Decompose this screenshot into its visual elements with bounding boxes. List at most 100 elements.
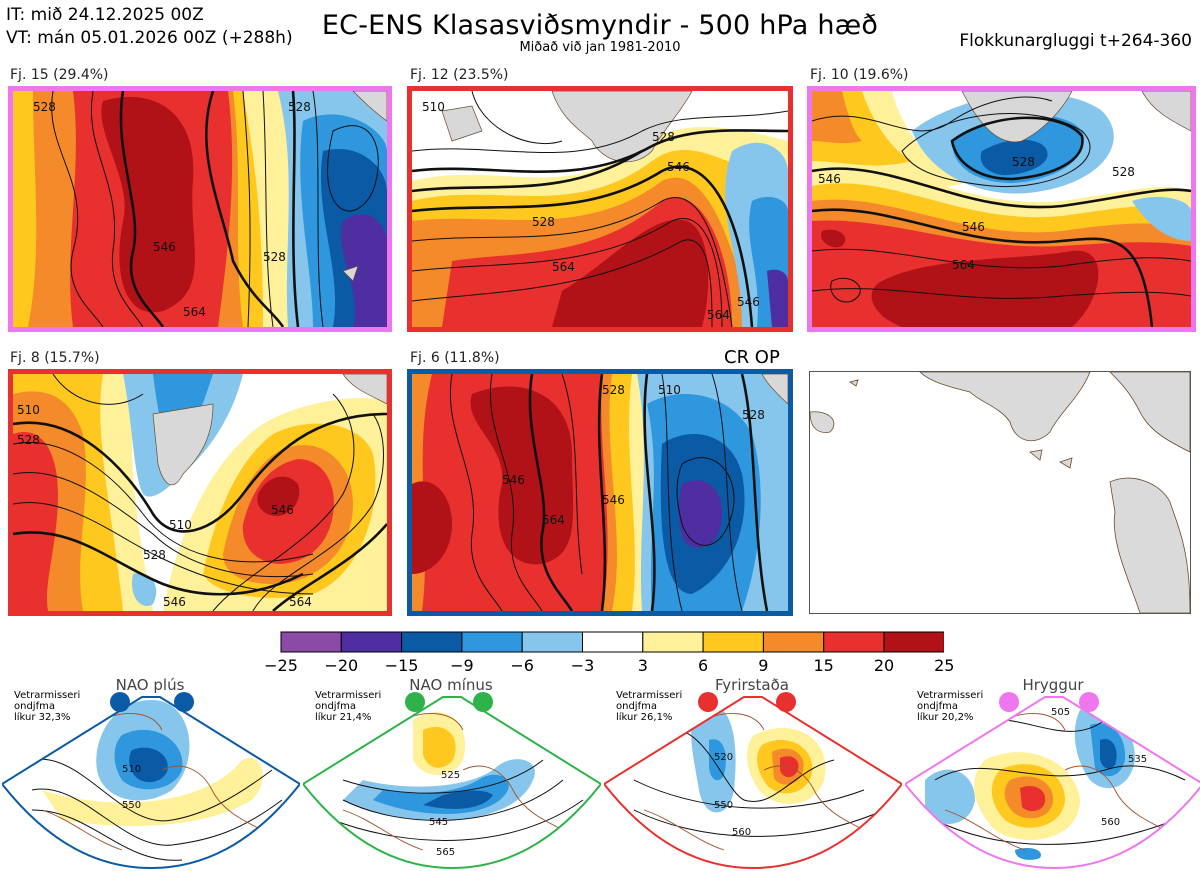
contour-label: 528 — [143, 548, 166, 562]
regime-info-line: Vetrarmisseri — [14, 690, 81, 701]
regime-name: Fyrirstaða — [715, 676, 789, 694]
regime-contour-label: 520 — [714, 752, 733, 763]
colorbar-tick-label: 15 — [813, 656, 834, 675]
regime-map: 510 550 — [2, 692, 300, 870]
regime-info-line: líkur 21,4% — [315, 712, 372, 723]
valid-time: VT: mán 05.01.2026 00Z (+288h) — [6, 28, 293, 48]
regime-contour-label: 560 — [732, 827, 751, 838]
colorbar-tick-label: −6 — [510, 656, 534, 675]
regime-panel: 510 550 NAO plús Vetrarmisseri ondjfma líkur … — [2, 676, 300, 870]
contour-label: 546 — [818, 172, 841, 186]
panel-label-4: Fj. 8 (15.7%) — [10, 350, 100, 366]
contour-label: 528 — [1112, 165, 1135, 179]
cluster-map-4: 510 528 510 528 546 546 564 — [8, 369, 392, 616]
colorbar-swatch — [702, 631, 764, 653]
regime-map: 520 550 560 — [604, 692, 902, 870]
regime-info-line: ondjfma — [616, 701, 657, 712]
colorbar-tick-label: −9 — [450, 656, 474, 675]
colorbar-swatch — [642, 631, 704, 653]
regime-contour-label: 510 — [122, 764, 141, 775]
colorbar-tick-label: −20 — [324, 656, 359, 675]
colorbar-tick-label: 25 — [934, 656, 955, 675]
contour-label: 510 — [422, 100, 445, 114]
regime-name: Hryggur — [1022, 676, 1084, 694]
colorbar-swatches — [280, 631, 945, 653]
regime-name: NAO mínus — [409, 676, 493, 694]
contour-label: 528 — [652, 130, 675, 144]
contour-label: 546 — [962, 220, 985, 234]
panel-label-3: Fj. 10 (19.6%) — [810, 67, 909, 83]
page-subtitle: Miðað við jan 1981-2010 — [519, 40, 681, 55]
regime-contour-label: 550 — [122, 800, 141, 811]
regime-info-line: Vetrarmisseri — [917, 690, 984, 701]
colorbar-swatch — [762, 631, 825, 653]
contour-label: 510 — [17, 403, 40, 417]
regime-info-line: Vetrarmisseri — [616, 690, 683, 701]
contour-label: 510 — [169, 518, 192, 532]
colorbar-swatch — [461, 631, 523, 653]
regime-contour-label: 505 — [1051, 707, 1070, 718]
contour-label: 564 — [289, 595, 312, 609]
regime-dot — [110, 692, 130, 712]
cluster-map-2: 510 528 546 528 564 546 564 — [407, 86, 793, 332]
regime-info-line: líkur 26,1% — [616, 712, 673, 723]
regime-info: Vetrarmisseri ondjfma líkur 26,1% — [616, 690, 682, 723]
regime-panel: 520 550 560 Fyrirstaða Vetrarmisseri ondjfma l… — [604, 676, 902, 870]
colorbar-tick-label: −15 — [384, 656, 419, 675]
colorbar-swatch — [883, 631, 945, 653]
cr-op-tag: CR OP — [724, 347, 780, 368]
regime-info-line: ondjfma — [917, 701, 958, 712]
panel-label-5: Fj. 6 (11.8%) — [410, 350, 500, 366]
contour-label: 546 — [153, 240, 176, 254]
regime-dot — [999, 692, 1019, 712]
regime-info-line: líkur 32,3% — [14, 712, 71, 723]
regime-contour-label: 535 — [1128, 754, 1147, 765]
panel-label-2: Fj. 12 (23.5%) — [410, 67, 509, 83]
colorbar-swatch — [823, 631, 885, 653]
regime-contour-label: 565 — [436, 847, 455, 858]
contour-label: 546 — [271, 503, 294, 517]
colorbar-tick-label: 20 — [873, 656, 895, 675]
colorbar-tick-label: −3 — [570, 656, 595, 675]
header-info: IT: mið 24.12.2025 00Z VT: mán 05.01.202… — [6, 4, 293, 50]
contour-label: 510 — [658, 383, 681, 397]
colorbar-swatch — [340, 631, 403, 653]
contour-label: 564 — [952, 258, 975, 272]
page-title: EC-ENS Klasasviðsmyndir - 500 hPa hæð — [321, 10, 879, 41]
colorbar-tick-label: 6 — [698, 656, 709, 675]
contour-label: 546 — [502, 473, 525, 487]
regime-dot — [174, 692, 194, 712]
regime-info-line: ondjfma — [315, 701, 356, 712]
colorbar-tick-label: 9 — [758, 656, 769, 675]
regime-info-line: ondjfma — [14, 701, 55, 712]
cluster-map-3: 528 546 546 528 564 — [807, 86, 1196, 332]
colorbar — [280, 631, 945, 657]
regime-dot — [1079, 692, 1099, 712]
contour-label: 546 — [163, 595, 186, 609]
colorbar-swatch — [280, 631, 342, 653]
colorbar-swatch — [582, 631, 644, 653]
contour-label: 546 — [602, 493, 625, 507]
contour-label: 528 — [17, 433, 40, 447]
colorbar-tick-label: −25 — [264, 656, 298, 675]
contour-label: 546 — [667, 160, 690, 174]
contour-label: 528 — [602, 383, 625, 397]
regime-info-line: líkur 20,2% — [917, 712, 974, 723]
base-map — [809, 371, 1191, 614]
cluster-map-1: 528 546 528 564 528 — [8, 86, 392, 332]
contour-label: 528 — [288, 100, 311, 114]
contour-label: 564 — [707, 308, 730, 322]
panel-label-1: Fj. 15 (29.4%) — [10, 67, 109, 83]
regime-info: Vetrarmisseri ondjfma líkur 32,3% — [14, 690, 80, 723]
regime-name: NAO plús — [115, 676, 185, 694]
regime-contour-label: 550 — [714, 800, 733, 811]
regime-info: Vetrarmisseri ondjfma líkur 21,4% — [315, 690, 381, 723]
colorbar-swatch — [521, 631, 583, 653]
regime-map: 505 535 560 — [905, 692, 1200, 870]
regime-contour-label: 525 — [441, 770, 460, 781]
contour-label: 528 — [742, 408, 765, 422]
contour-label: 564 — [542, 513, 565, 527]
regime-contour-label: 545 — [429, 817, 448, 828]
contour-label: 528 — [532, 215, 555, 229]
contour-label: 528 — [263, 250, 286, 264]
